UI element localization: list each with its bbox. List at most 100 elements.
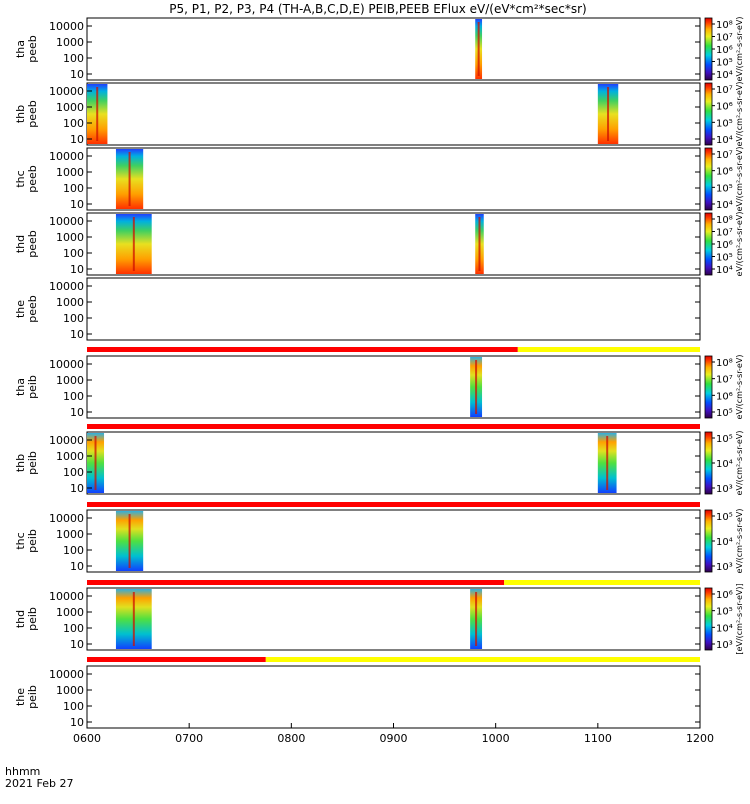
spectrogram-streak xyxy=(606,436,609,490)
panel-ylabel-product: peeb xyxy=(26,230,39,258)
spectrogram-streak xyxy=(477,22,480,76)
y-tick-label: 10 xyxy=(70,716,84,729)
panel-thd-peib: 10 100 1000 10000 thdpeib 10³ 10⁴ 10⁵ 10⁶ [eV/(cm… xyxy=(14,583,744,654)
figure-title: P5, P1, P2, P3, P4 (TH-A,B,C,D,E) PEIB,P… xyxy=(169,2,586,16)
colorbar-tick-label: 10⁵ xyxy=(716,183,733,194)
status-bar xyxy=(87,580,700,585)
colorbar-tick-label: 10⁶ xyxy=(716,240,733,251)
colorbar-tick-label: 10⁵ xyxy=(716,253,733,264)
panel-ylabel-probe: thd xyxy=(14,235,27,253)
panel-ylabel-product: peeb xyxy=(26,165,39,193)
colorbar-tick-label: 10⁷ xyxy=(716,228,733,239)
y-tick-label: 10 xyxy=(70,638,84,651)
colorbar-tick-label: 10⁵ xyxy=(716,434,733,445)
y-tick-label: 10000 xyxy=(49,85,84,98)
panel-thc-peeb: 10 100 1000 10000 thcpeeb 10⁴ 10⁵ 10⁶ 10⁷ eV/(cm²… xyxy=(14,147,744,212)
y-tick-label: 10 xyxy=(70,68,84,81)
panel-tha-peib: 10 100 1000 10000 thapeib 10⁵ 10⁶ 10⁷ 10⁸ eV/(cm²… xyxy=(14,355,744,420)
y-tick-label: 10000 xyxy=(49,150,84,163)
colorbar-tick-label: 10⁴ xyxy=(716,623,733,634)
status-bar xyxy=(87,502,700,507)
panel-ylabel-product: peeb xyxy=(26,35,39,63)
y-tick-label: 1000 xyxy=(56,374,84,387)
colorbar-tick-label: 10⁵ xyxy=(716,512,733,523)
panel-ylabel-probe: thc xyxy=(14,170,27,187)
y-tick-label: 10 xyxy=(70,482,84,495)
panel-ylabel-product: peeb xyxy=(26,295,39,323)
spectrogram-streak xyxy=(475,360,478,414)
colorbar-tick-label: 10⁵ xyxy=(716,118,733,129)
spectrogram-streak xyxy=(132,217,135,271)
colorbar xyxy=(704,587,713,651)
spectrogram-streak xyxy=(607,87,610,141)
xaxis-row-label-hhmm: hhmm xyxy=(5,765,40,778)
colorbar xyxy=(704,82,713,146)
status-bar-red xyxy=(87,657,266,662)
panel-ylabel: thbpeeb xyxy=(14,100,39,128)
status-bar xyxy=(87,424,700,429)
panel-ylabel-product: peib xyxy=(26,529,39,553)
panel-ylabel-probe: tha xyxy=(14,378,27,396)
colorbar-tick-label: 10⁴ xyxy=(716,70,733,81)
panel-ylabel: thepeib xyxy=(14,685,39,709)
y-tick-label: 100 xyxy=(63,700,84,713)
panel-ylabel-probe: thc xyxy=(14,532,27,549)
y-tick-label: 1000 xyxy=(56,166,84,179)
x-tick-label: 0700 xyxy=(175,732,203,745)
x-tick-label: 0800 xyxy=(277,732,305,745)
panel-thb-peib: 10 100 1000 10000 thbpeib 10³ 10⁴ 10⁵ eV/(cm²-s-… xyxy=(14,431,744,496)
colorbar-tick-label: 10⁴ xyxy=(716,459,733,470)
status-bar-red xyxy=(87,424,700,429)
x-tick-label: 0600 xyxy=(73,732,101,745)
colorbar xyxy=(704,355,713,419)
colorbar-label: [eV/(cm²-s-sr-eV)] xyxy=(735,583,744,654)
colorbar-tick-label: 10³ xyxy=(716,562,733,573)
y-tick-label: 1000 xyxy=(56,101,84,114)
colorbar-tick-label: 10⁵ xyxy=(716,58,733,69)
spectrogram-streak xyxy=(96,87,99,141)
spectrogram-streak xyxy=(94,436,97,490)
panel-ylabel: thapeeb xyxy=(14,35,39,63)
panel-frame xyxy=(86,509,701,573)
panel-ylabel-probe: the xyxy=(14,688,27,706)
colorbar-label: eV/(cm²-s-sr-eV) xyxy=(735,509,744,574)
panel-frame xyxy=(86,665,701,729)
y-tick-label: 100 xyxy=(63,247,84,260)
y-tick-label: 1000 xyxy=(56,231,84,244)
y-tick-label: 10 xyxy=(70,198,84,211)
colorbar-tick-label: 10⁸ xyxy=(716,20,733,31)
xaxis-row-label-date: 2021 Feb 27 xyxy=(5,777,73,790)
colorbar-label: eV/(cm²-s-sr-eV) xyxy=(735,431,744,496)
colorbar-tick-label: 10⁴ xyxy=(716,135,733,146)
colorbar-tick-label: 10³ xyxy=(716,640,733,651)
y-tick-label: 100 xyxy=(63,544,84,557)
y-tick-label: 100 xyxy=(63,390,84,403)
panel-ylabel-probe: tha xyxy=(14,40,27,58)
spectrogram-streak xyxy=(128,514,131,568)
panel-frame xyxy=(86,212,701,276)
panel-ylabel: thbpeib xyxy=(14,451,39,475)
y-tick-label: 10000 xyxy=(49,512,84,525)
colorbar-label: eV/(cm²-s-sr-eV) xyxy=(735,355,744,420)
colorbar xyxy=(704,431,713,495)
y-tick-label: 10000 xyxy=(49,590,84,603)
panel-ylabel: thcpeib xyxy=(14,529,39,553)
y-tick-label: 10 xyxy=(70,133,84,146)
colorbar-tick-label: 10⁷ xyxy=(716,33,733,44)
y-tick-label: 100 xyxy=(63,117,84,130)
colorbar-tick-label: 10⁴ xyxy=(716,200,733,211)
colorbar-tick-label: 10⁸ xyxy=(716,358,733,369)
panel-ylabel: thepeeb xyxy=(14,295,39,323)
colorbar-tick-label: 10⁷ xyxy=(716,375,733,386)
x-tick-label: 1100 xyxy=(584,732,612,745)
panel-ylabel: thdpeib xyxy=(14,607,39,631)
panel-ylabel-product: peib xyxy=(26,451,39,475)
y-tick-label: 10000 xyxy=(49,20,84,33)
y-tick-label: 10000 xyxy=(49,280,84,293)
status-bar xyxy=(87,347,700,352)
y-tick-label: 10000 xyxy=(49,668,84,681)
